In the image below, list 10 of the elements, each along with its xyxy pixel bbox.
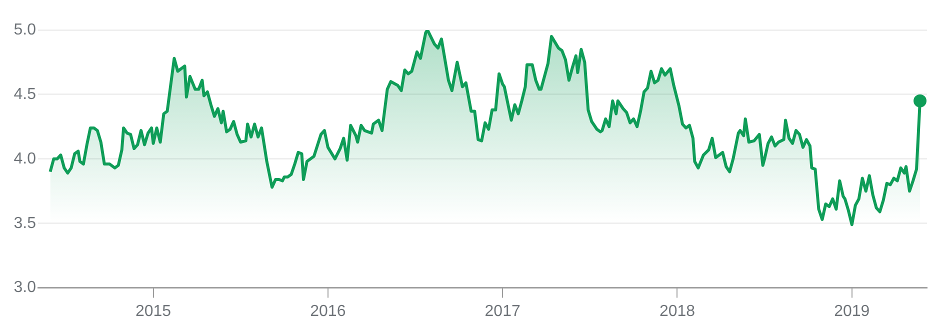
x-tick-label: 2018	[659, 302, 696, 320]
x-tick-label: 2017	[484, 302, 520, 320]
y-tick-label: 5.0	[14, 21, 36, 38]
y-tick-label: 3.5	[14, 214, 36, 232]
y-tick-label: 3.0	[14, 279, 36, 296]
x-tick-label: 2015	[135, 302, 172, 320]
y-tick-label: 4.0	[14, 150, 36, 168]
x-tick-label: 2019	[834, 302, 870, 320]
x-tick-label: 2016	[310, 302, 346, 320]
y-tick-label: 4.5	[14, 86, 36, 103]
